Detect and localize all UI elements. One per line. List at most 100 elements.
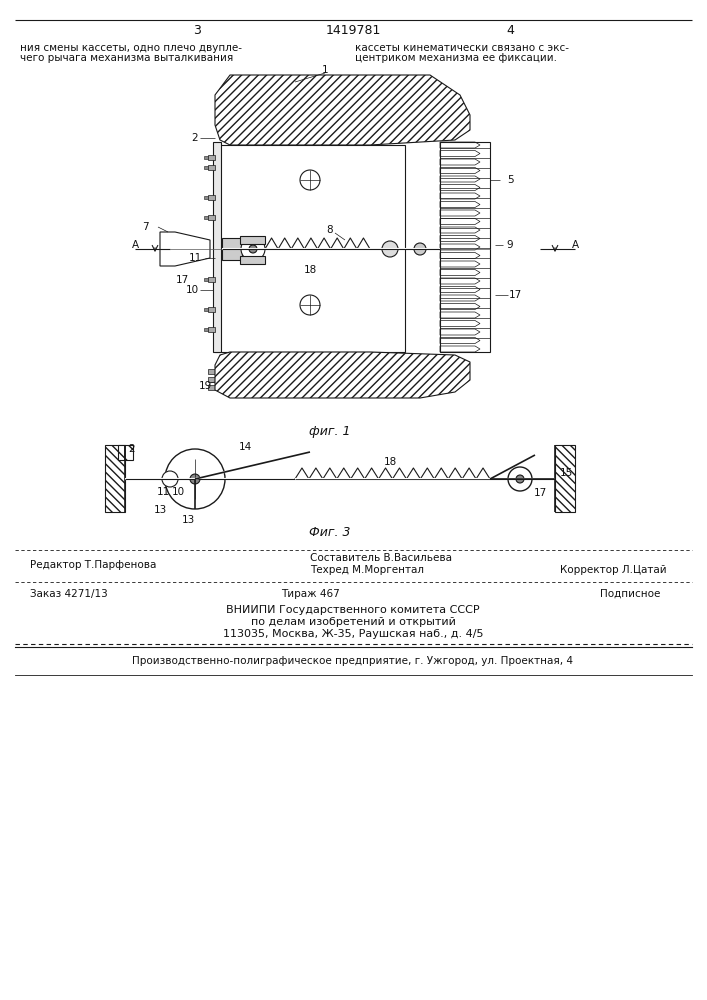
Bar <box>208 195 215 200</box>
Bar <box>204 196 208 199</box>
Polygon shape <box>440 252 480 258</box>
Text: 10: 10 <box>185 285 199 295</box>
Bar <box>208 277 215 282</box>
Text: 5: 5 <box>507 175 513 185</box>
Circle shape <box>190 474 200 484</box>
Bar <box>440 142 490 352</box>
Bar <box>208 215 215 220</box>
Text: 17: 17 <box>533 488 547 498</box>
Text: Техред М.Моргентал: Техред М.Моргентал <box>310 565 424 575</box>
Text: 9: 9 <box>507 240 513 250</box>
Polygon shape <box>440 278 480 284</box>
Circle shape <box>162 471 178 487</box>
Circle shape <box>414 243 426 255</box>
Text: 11: 11 <box>188 253 201 263</box>
Circle shape <box>241 237 265 261</box>
Polygon shape <box>440 346 480 352</box>
Text: центриком механизма ее фиксации.: центриком механизма ее фиксации. <box>355 53 557 63</box>
Text: 17: 17 <box>175 275 189 285</box>
Polygon shape <box>440 244 480 250</box>
Polygon shape <box>440 235 480 241</box>
Bar <box>213 142 221 352</box>
Text: 7: 7 <box>141 222 148 232</box>
Polygon shape <box>440 176 480 182</box>
Polygon shape <box>440 261 480 267</box>
Bar <box>204 166 208 169</box>
Polygon shape <box>440 219 480 225</box>
Circle shape <box>249 245 257 253</box>
Polygon shape <box>440 329 480 335</box>
Text: 1: 1 <box>322 65 328 75</box>
Text: Подписное: Подписное <box>600 589 660 599</box>
Text: 3: 3 <box>193 23 201 36</box>
Text: 15: 15 <box>560 468 573 478</box>
Text: 10: 10 <box>171 487 185 497</box>
Polygon shape <box>440 184 480 190</box>
Polygon shape <box>440 338 480 344</box>
Circle shape <box>516 475 524 483</box>
Bar <box>208 385 215 390</box>
Circle shape <box>382 241 398 257</box>
Text: 4: 4 <box>506 23 514 36</box>
Text: Корректор Л.Цатай: Корректор Л.Цатай <box>560 565 667 575</box>
Polygon shape <box>440 227 480 233</box>
Circle shape <box>508 467 532 491</box>
Bar <box>240 236 265 244</box>
Text: 2: 2 <box>128 444 134 454</box>
Text: Составитель В.Васильева: Составитель В.Васильева <box>310 553 452 563</box>
Text: A: A <box>132 240 139 250</box>
Bar <box>204 156 208 159</box>
Bar <box>240 256 265 264</box>
Text: 2: 2 <box>192 133 198 143</box>
Polygon shape <box>440 159 480 165</box>
Bar <box>118 445 133 460</box>
Polygon shape <box>440 320 480 326</box>
Polygon shape <box>440 286 480 292</box>
Polygon shape <box>440 312 480 318</box>
Text: 13: 13 <box>153 505 167 515</box>
Bar <box>204 216 208 219</box>
Text: 13: 13 <box>182 515 194 525</box>
Bar <box>204 278 208 281</box>
Text: Производственно-полиграфическое предприятие, г. Ужгород, ул. Проектная, 4: Производственно-полиграфическое предприя… <box>132 656 573 666</box>
Text: 17: 17 <box>508 290 522 300</box>
Polygon shape <box>440 150 480 156</box>
Polygon shape <box>440 167 480 174</box>
Polygon shape <box>440 295 480 301</box>
Text: 14: 14 <box>238 442 252 452</box>
Polygon shape <box>555 445 575 512</box>
Bar <box>208 327 215 332</box>
Polygon shape <box>440 193 480 199</box>
Text: ния смены кассеты, одно плечо двупле-: ния смены кассеты, одно плечо двупле- <box>20 43 242 53</box>
Text: Фиг. 3: Фиг. 3 <box>309 526 351 540</box>
Text: 113035, Москва, Ж-35, Раушская наб., д. 4/5: 113035, Москва, Ж-35, Раушская наб., д. … <box>223 629 484 639</box>
Polygon shape <box>440 269 480 275</box>
Bar <box>204 308 208 311</box>
Text: Тираж 467: Тираж 467 <box>281 589 339 599</box>
Bar <box>204 328 208 331</box>
Polygon shape <box>440 304 480 310</box>
Bar <box>208 165 215 170</box>
Text: кассеты кинематически связано с экс-: кассеты кинематически связано с экс- <box>355 43 569 53</box>
Polygon shape <box>440 142 480 148</box>
Bar <box>208 369 215 374</box>
Text: по делам изобретений и открытий: по делам изобретений и открытий <box>250 617 455 627</box>
Bar <box>208 155 215 160</box>
Polygon shape <box>440 202 480 208</box>
Polygon shape <box>105 445 125 512</box>
Text: 11: 11 <box>156 487 170 497</box>
Bar <box>208 307 215 312</box>
Text: чего рычага механизма выталкивания: чего рычага механизма выталкивания <box>20 53 233 63</box>
Text: 19: 19 <box>199 381 211 391</box>
Bar <box>215 145 405 352</box>
Bar <box>222 238 242 260</box>
Text: 1419781: 1419781 <box>325 23 380 36</box>
Polygon shape <box>160 232 210 266</box>
Text: 8: 8 <box>327 225 333 235</box>
Text: фиг. 1: фиг. 1 <box>309 426 351 438</box>
Text: A: A <box>571 240 578 250</box>
Polygon shape <box>215 352 470 398</box>
Polygon shape <box>440 210 480 216</box>
Text: ВНИИПИ Государственного комитета СССР: ВНИИПИ Государственного комитета СССР <box>226 605 480 615</box>
Text: 18: 18 <box>303 265 317 275</box>
